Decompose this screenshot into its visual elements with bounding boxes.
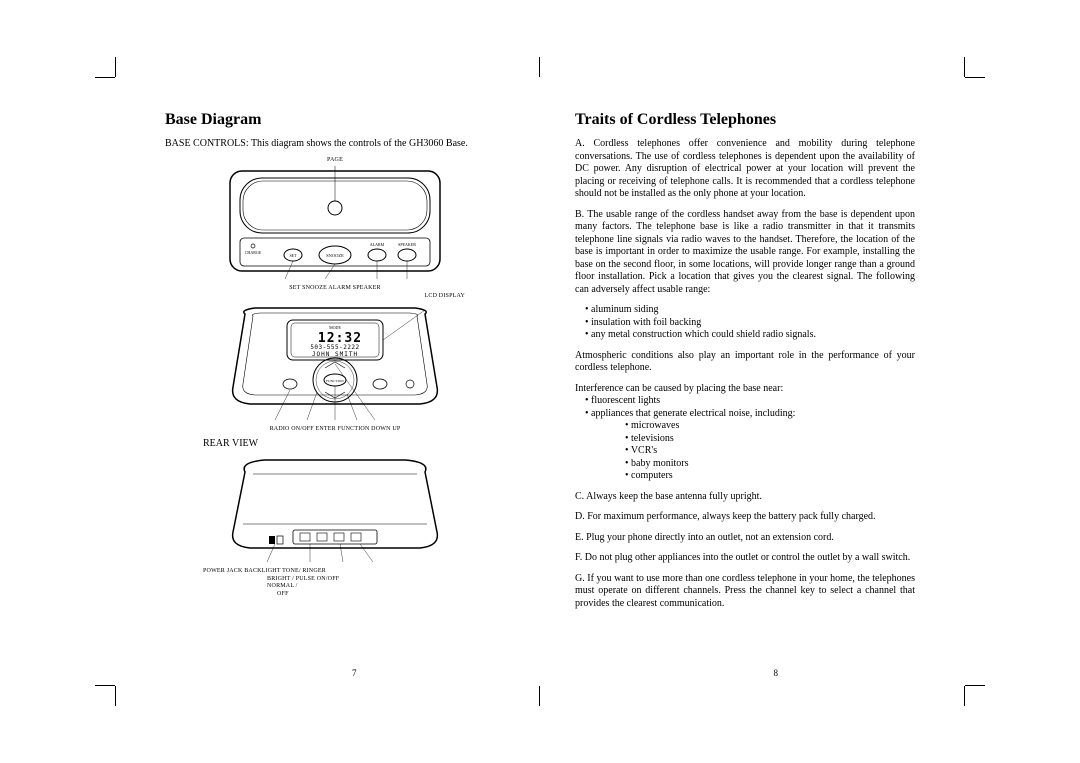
base-rear-view-diagram — [225, 454, 445, 564]
bullet-item: appliances that generate electrical nois… — [575, 408, 915, 421]
crop-mark — [964, 57, 965, 77]
right-heading: Traits of Cordless Telephones — [575, 110, 915, 130]
svg-text:SET: SET — [289, 253, 297, 258]
crop-mark — [539, 686, 540, 706]
svg-text:JOHN SMITH: JOHN SMITH — [312, 351, 358, 358]
bullet-item: any metal construction which could shiel… — [575, 329, 915, 342]
para-c: C. Always keep the base antenna fully up… — [575, 491, 915, 504]
bullet-item: baby monitors — [615, 458, 915, 471]
svg-text:SPEAKER: SPEAKER — [398, 242, 416, 247]
page-spread: Base Diagram BASE CONTROLS: This diagram… — [0, 0, 1080, 763]
crop-mark — [95, 77, 115, 78]
rear-row1: POWER JACK BACKLIGHT TONE/ RINGER — [165, 568, 505, 576]
rear-view-label: REAR VIEW — [203, 438, 505, 451]
page-label: PAGE — [165, 157, 505, 165]
bullets-interference: fluorescent lights appliances that gener… — [575, 395, 915, 420]
base-top-view-diagram: CHARGE SET SNOOZE ALARM SPEAKER — [225, 166, 445, 281]
bullets-b: aluminum siding insulation with foil bac… — [575, 304, 915, 342]
bullets-nested: microwaves televisions VCR's baby monito… — [575, 420, 915, 483]
bullet-item: fluorescent lights — [575, 395, 915, 408]
rear-row2: BRIGHT / PULSE ON/OFF — [165, 576, 505, 584]
crop-mark — [115, 57, 116, 77]
svg-text:SNOOZE: SNOOZE — [326, 253, 344, 258]
right-page: Traits of Cordless Telephones A. Cordles… — [575, 110, 915, 618]
lcd-display-label: LCD DISPLAY — [165, 293, 505, 301]
front-view-labels: RADIO ON/OFF ENTER FUNCTION DOWN UP — [165, 426, 505, 434]
svg-text:503-555-2222: 503-555-2222 — [310, 344, 359, 351]
para-b: B. The usable range of the cordless hand… — [575, 209, 915, 297]
para-a: A. Cordless telephones offer convenience… — [575, 138, 915, 201]
bullet-item: VCR's — [615, 445, 915, 458]
page-number-left: 7 — [352, 668, 357, 678]
para-e: E. Plug your phone directly into an outl… — [575, 532, 915, 545]
crop-mark — [965, 685, 985, 686]
svg-text:CHARGE: CHARGE — [245, 250, 262, 255]
crop-mark — [539, 57, 540, 77]
interference-intro: Interference can be caused by placing th… — [575, 383, 915, 396]
crop-mark — [115, 686, 116, 706]
crop-mark — [965, 77, 985, 78]
left-heading: Base Diagram — [165, 110, 505, 130]
bullet-item: computers — [615, 470, 915, 483]
left-intro: BASE CONTROLS: This diagram shows the co… — [165, 138, 505, 151]
bullet-item: microwaves — [615, 420, 915, 433]
para-f: F. Do not plug other appliances into the… — [575, 552, 915, 565]
para-atmos: Atmospheric conditions also play an impo… — [575, 350, 915, 375]
svg-text:FUNCTION: FUNCTION — [326, 379, 344, 383]
top-view-labels: SET SNOOZE ALARM SPEAKER — [165, 285, 505, 293]
para-g: G. If you want to use more than one cord… — [575, 573, 915, 611]
bullet-item: aluminum siding — [575, 304, 915, 317]
left-page: Base Diagram BASE CONTROLS: This diagram… — [165, 110, 505, 618]
bullet-item: televisions — [615, 433, 915, 446]
rear-row4: OFF — [165, 591, 505, 599]
svg-text:ALARM: ALARM — [370, 242, 385, 247]
rear-row3: NORMAL / — [165, 583, 505, 591]
crop-mark — [95, 685, 115, 686]
svg-text:MODE: MODE — [329, 325, 341, 330]
crop-mark — [964, 686, 965, 706]
para-d: D. For maximum performance, always keep … — [575, 511, 915, 524]
page-number-right: 8 — [774, 668, 779, 678]
bullet-item: insulation with foil backing — [575, 317, 915, 330]
base-front-view-diagram: MODE 12:32 503-555-2222 JOHN SMITH FUNCT… — [225, 302, 445, 422]
